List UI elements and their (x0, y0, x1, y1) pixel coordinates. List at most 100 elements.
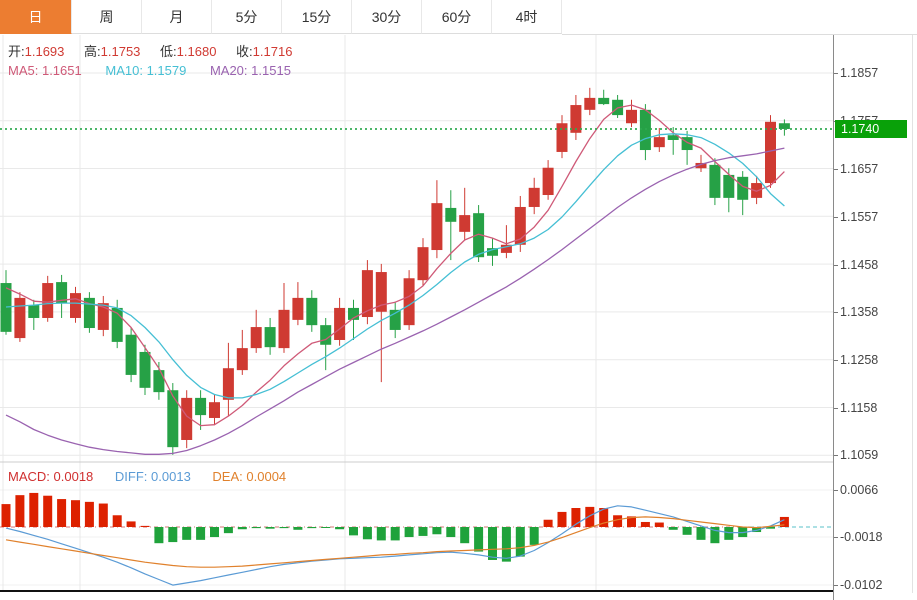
ma20-line (5, 147, 785, 455)
candle-body (97, 303, 109, 330)
macd-bar (210, 527, 219, 538)
macd-value: 0.0018 (53, 469, 94, 484)
ma-info-row: MA5: 1.1651 MA10: 1.1579 MA20: 1.1515 (8, 63, 291, 78)
candle-body (139, 351, 151, 388)
tab-30min[interactable]: 30分 (352, 0, 422, 34)
current-price-tag: 1.1740 (835, 120, 907, 138)
candle-body (278, 309, 290, 349)
close-label: 收: (236, 44, 253, 59)
macd-bar (488, 527, 497, 560)
timeframe-tabs: 日 周 月 5分 15分 30分 60分 4时 (0, 0, 917, 35)
macd-bar (766, 527, 775, 529)
macd-bar (196, 527, 206, 540)
candle-body (348, 307, 359, 320)
tab-week[interactable]: 周 (72, 0, 142, 34)
ohlc-info-row: 开:1.1693 高:1.1753 低:1.1680 收:1.1716 (8, 41, 308, 60)
tab-60min[interactable]: 60分 (422, 0, 492, 34)
dea-value: 0.0004 (246, 469, 287, 484)
macd-bar (126, 521, 136, 527)
macd-bar (779, 516, 789, 527)
macd-bar (668, 527, 678, 530)
price-tick-label: 1.1657 (833, 162, 879, 176)
candle-body (403, 278, 415, 326)
macd-bar (237, 527, 247, 530)
ma10-line (5, 133, 785, 399)
candle-body (361, 270, 373, 318)
macd-bar (682, 527, 692, 535)
candle-body (195, 397, 207, 416)
tab-4hour[interactable]: 4时 (492, 0, 562, 34)
price-axis: 1.1857 1.1757 1.1657 1.1557 1.1458 1.135… (833, 35, 917, 600)
candle-body (222, 368, 234, 400)
tab-day[interactable]: 日 (0, 0, 72, 34)
macd-bar (279, 527, 289, 529)
macd-bar (529, 527, 539, 545)
macd-bar (613, 515, 623, 527)
tab-5min[interactable]: 5分 (212, 0, 282, 34)
macd-bar (599, 508, 609, 527)
candle-body (70, 293, 81, 318)
price-tick-label: 1.1458 (833, 258, 879, 272)
candle-body (570, 105, 582, 133)
macd-bar (362, 527, 372, 540)
macd-bar (432, 527, 442, 535)
tab-15min[interactable]: 15分 (282, 0, 352, 34)
macd-bar (321, 527, 331, 528)
tab-month[interactable]: 月 (142, 0, 212, 34)
macd-bar (84, 501, 94, 527)
macd-tick-label: -0.0102 (833, 578, 883, 592)
candle-body (111, 307, 123, 342)
candle-body (626, 109, 637, 124)
candle-body (473, 213, 485, 258)
macd-bar (446, 527, 456, 538)
macd-bar (71, 500, 80, 527)
macd-bar (15, 495, 25, 527)
macd-bar (376, 527, 386, 541)
macd-bar (293, 527, 303, 530)
diff-label: DIFF: (114, 469, 148, 484)
high-label: 高: (84, 44, 101, 59)
macd-label: MACD: (8, 469, 50, 484)
macd-bar (154, 527, 164, 544)
candle-body (542, 167, 554, 196)
candle-body (431, 203, 443, 251)
candle-body (320, 325, 332, 345)
low-value: 1.1680 (176, 44, 217, 59)
candle-body (709, 164, 721, 198)
chart-canvas[interactable] (0, 35, 833, 592)
macd-bar (501, 527, 511, 562)
candle-body (584, 97, 596, 110)
candle-body (598, 97, 610, 105)
candle-body (667, 135, 679, 140)
macd-bar (543, 519, 553, 527)
price-tick-label: 1.1158 (833, 401, 878, 415)
candle-body (389, 309, 401, 330)
candle-body (181, 397, 193, 440)
ma10-value: 1.1579 (146, 63, 187, 78)
candle-body (28, 305, 40, 318)
candle-body (514, 206, 526, 245)
candle-body (417, 247, 429, 281)
macd-bar (98, 503, 108, 527)
diff-value: 0.0013 (151, 469, 191, 484)
candle-body (500, 244, 512, 253)
macd-bar (168, 527, 178, 543)
macd-bar (182, 527, 192, 540)
macd-histogram (1, 492, 789, 562)
close-value: 1.1716 (252, 44, 293, 59)
macd-bar (585, 506, 595, 527)
macd-bar (710, 527, 720, 544)
macd-bar (349, 527, 358, 536)
price-tick-label: 1.1557 (833, 210, 879, 224)
candle-body (459, 215, 471, 232)
macd-bar (418, 527, 428, 536)
macd-bar (251, 527, 261, 529)
macd-bar (460, 527, 470, 544)
candle-body (306, 297, 318, 326)
ma5-label: MA5: (8, 63, 39, 78)
macd-bar (1, 504, 11, 527)
candle-body (209, 402, 220, 418)
diff-line (5, 505, 785, 586)
macd-bar (265, 527, 275, 529)
